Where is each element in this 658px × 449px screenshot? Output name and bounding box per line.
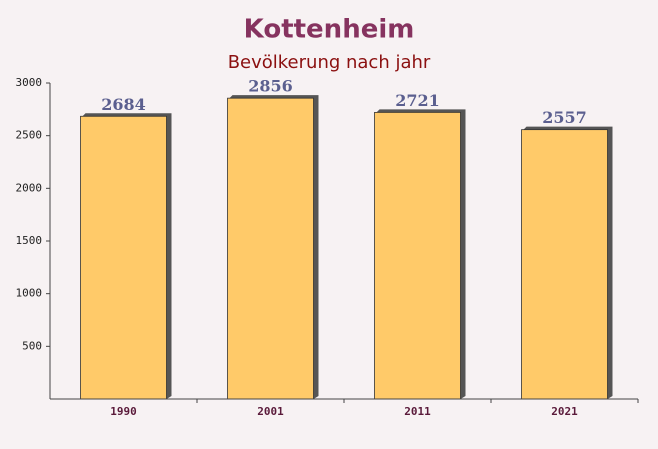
bar	[521, 129, 608, 400]
chart-subtitle: Bevölkerung nach jahr	[228, 52, 431, 73]
y-tick-label: 3000	[16, 76, 43, 89]
y-tick-label: 500	[22, 339, 42, 352]
y-tick-label: 2500	[16, 129, 43, 142]
value-label: 2684	[101, 95, 146, 114]
bar	[374, 111, 461, 400]
value-label: 2856	[248, 77, 293, 96]
x-tick-label: 1990	[110, 405, 137, 418]
bar	[80, 115, 167, 400]
y-tick-label: 2000	[16, 181, 43, 194]
x-tick-label: 2001	[257, 405, 284, 418]
bar	[227, 97, 314, 400]
value-label: 2557	[542, 108, 587, 127]
x-tick-label: 2011	[404, 405, 431, 418]
x-tick-label: 2021	[551, 405, 578, 418]
y-tick-label: 1500	[16, 234, 43, 247]
value-label: 2721	[395, 91, 440, 110]
chart-title: Kottenheim	[244, 15, 415, 45]
y-tick-label: 1000	[16, 287, 43, 300]
